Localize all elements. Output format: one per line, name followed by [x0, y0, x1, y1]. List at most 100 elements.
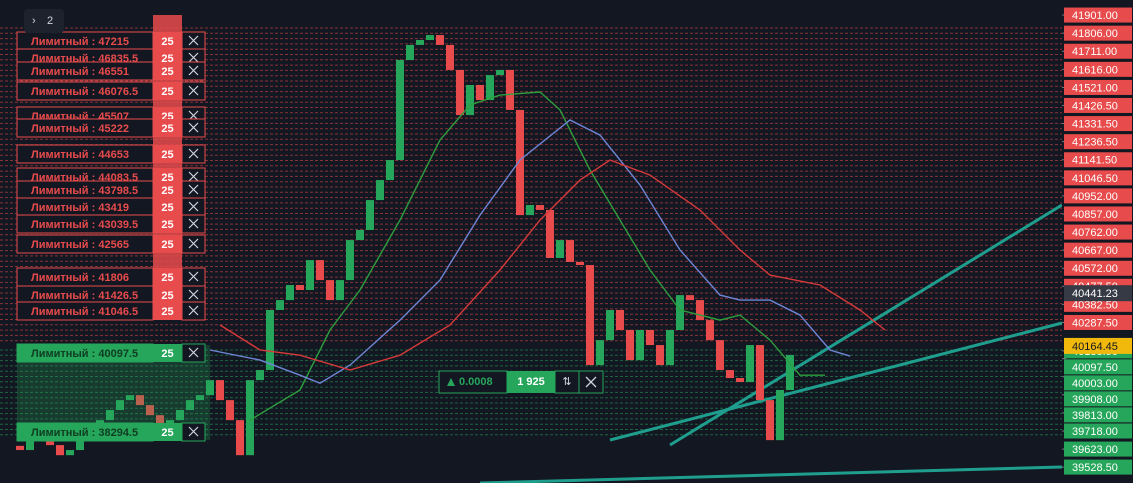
- candle-body: [296, 285, 304, 290]
- y-tick-label: 41616.00: [1072, 64, 1118, 76]
- tick-label-bg: [1064, 61, 1132, 77]
- candle-body: [736, 378, 744, 383]
- price-axis: 41901.00 41806.00 41711.00 41616.00 41521.00…: [1062, 0, 1133, 483]
- y-tick-label: 40097.50: [1072, 362, 1118, 374]
- candle-body: [426, 35, 434, 41]
- order-qty-box: [153, 235, 182, 253]
- moving-average: [219, 159, 886, 371]
- order-text: Лимитный : 42565: [31, 239, 129, 251]
- candle-body: [76, 440, 84, 451]
- candle-body: [276, 300, 284, 310]
- cancel-icon: [188, 85, 199, 96]
- y-tick-label: 41331.50: [1072, 118, 1118, 130]
- candle-body: [606, 309, 614, 341]
- order-label[interactable]: Лимитный : 41426.5 25: [16, 285, 206, 305]
- y-tick-label: 40003.00: [1072, 378, 1118, 390]
- y-tick-label: 40857.00: [1072, 209, 1118, 221]
- order-label[interactable]: Лимитный : 42565 25: [16, 234, 206, 254]
- amount-box: [507, 371, 555, 393]
- order-qty-box: [153, 302, 182, 320]
- order-qty: 25: [161, 306, 173, 318]
- candle-body: [496, 69, 504, 76]
- order-label[interactable]: Лимитный : 41046.5 25: [16, 301, 206, 321]
- candle-body: [236, 420, 244, 456]
- order-label[interactable]: Лимитный : 43039.5 25: [16, 214, 206, 234]
- cancel-icon: [188, 426, 199, 437]
- candle-body: [546, 209, 554, 258]
- candle-body: [376, 180, 384, 201]
- candle-body: [696, 300, 704, 321]
- tick-label-bg: [1064, 97, 1132, 113]
- order-label[interactable]: Лимитный : 44653 25: [16, 144, 206, 164]
- y-tick-label: 40667.00: [1072, 245, 1118, 257]
- y-tick-label: 39813.00: [1072, 410, 1118, 422]
- order-qty-box: [153, 32, 182, 50]
- reverse-icon: ⇅: [562, 376, 571, 388]
- toggle-button[interactable]: [24, 9, 64, 33]
- order-label[interactable]: Лимитный : 43419 25: [16, 197, 206, 217]
- candle-body: [776, 390, 784, 441]
- cancel-icon: [188, 122, 199, 133]
- y-tick-label: 40572.00: [1072, 263, 1118, 275]
- candle-body: [396, 60, 404, 161]
- tick-label-bg: [1064, 407, 1132, 423]
- candle-body: [516, 109, 524, 216]
- cancel-icon: [188, 35, 199, 46]
- cancel-icon: [188, 289, 199, 300]
- moving-average: [209, 119, 851, 384]
- order-qty: 25: [161, 290, 173, 302]
- candle-body: [636, 330, 644, 361]
- tick-label-bg: [1064, 25, 1132, 41]
- cancel-icon: [188, 65, 199, 76]
- order-text: Лимитный : 41046.5: [31, 306, 138, 318]
- candle-body: [616, 309, 624, 331]
- order-label[interactable]: Лимитный : 45222 25: [16, 118, 206, 138]
- tick-label-bg: [1064, 79, 1132, 95]
- cancel-icon: [188, 171, 199, 182]
- candle-body: [506, 69, 514, 110]
- toolbar-toggle[interactable]: › 2: [24, 9, 64, 33]
- cancel-icon: [188, 52, 199, 63]
- candle-body: [366, 200, 374, 230]
- candle-body: [556, 240, 564, 258]
- order-qty: 25: [161, 427, 173, 439]
- order-text: Лимитный : 44653: [31, 149, 129, 161]
- candle-body: [346, 240, 354, 281]
- candle-body: [146, 405, 154, 416]
- order-qty: 25: [161, 36, 173, 48]
- candle-body: [476, 84, 484, 101]
- order-qty: 25: [161, 53, 173, 65]
- candle-body: [216, 380, 224, 401]
- candle-body: [486, 75, 494, 101]
- candle-body: [406, 44, 414, 61]
- order-label[interactable]: Лимитный : 46076.5 25: [16, 81, 206, 101]
- amount-value: 1 925: [517, 376, 545, 388]
- order-label[interactable]: Лимитный : 40097.5 25: [16, 343, 206, 363]
- tick-label-bg: [1064, 375, 1132, 391]
- order-qty: 25: [161, 348, 173, 360]
- y-tick-label: 39623.00: [1072, 444, 1118, 456]
- order-label[interactable]: Лимитный : 38294.5 25: [16, 422, 206, 442]
- order-label[interactable]: Лимитный : 47215 25: [16, 31, 206, 51]
- cancel-icon: [188, 201, 199, 212]
- order-label[interactable]: Лимитный : 41806 25: [16, 267, 206, 287]
- tick-label-bg: [1064, 116, 1132, 132]
- candle-body: [326, 280, 334, 301]
- candle-body: [526, 205, 534, 216]
- candle-body: [446, 44, 454, 70]
- order-label[interactable]: Лимитный : 43798.5 25: [16, 180, 206, 200]
- y-tick-label: 39908.00: [1072, 394, 1118, 406]
- order-label[interactable]: Лимитный : 46551 25: [16, 61, 206, 81]
- order-text: Лимитный : 46076.5: [31, 86, 138, 98]
- candle-body: [786, 354, 794, 391]
- candle-body: [466, 84, 474, 116]
- candle-body: [106, 410, 114, 421]
- candle-body: [686, 295, 694, 301]
- candle-body: [26, 440, 34, 451]
- candle-body: [56, 445, 64, 456]
- candle-body: [596, 340, 604, 366]
- order-qty: 25: [161, 172, 173, 184]
- candle-body: [16, 445, 24, 451]
- candle-body: [336, 280, 344, 301]
